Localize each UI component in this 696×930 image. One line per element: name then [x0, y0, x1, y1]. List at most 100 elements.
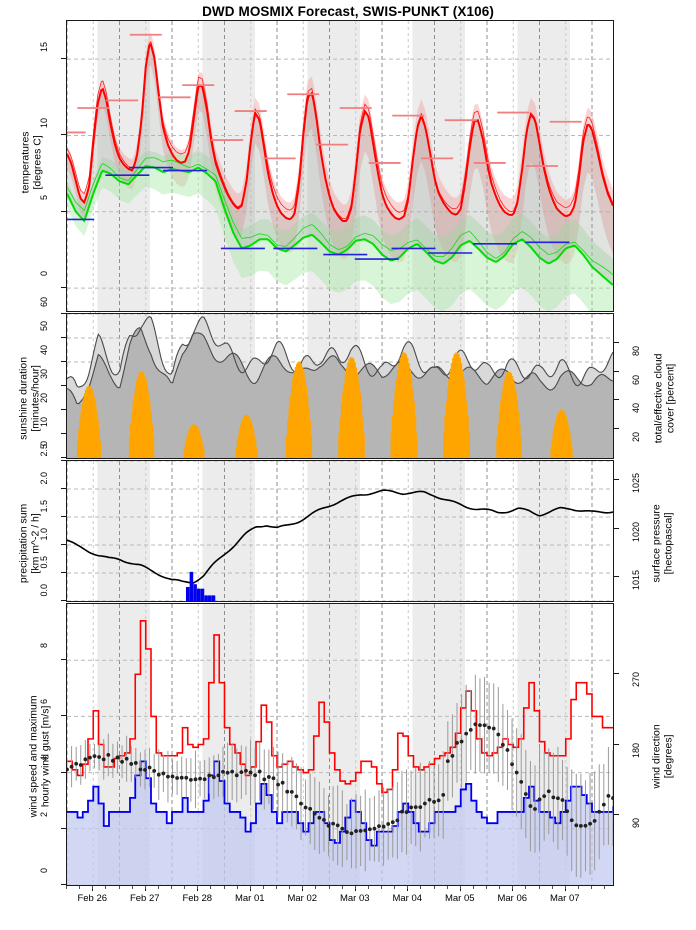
x-axis-minor-tickmark: [420, 886, 422, 889]
axis-tick-label: 0: [39, 868, 49, 874]
axis-tickmark: [614, 479, 619, 481]
x-axis-minor-tickmark: [131, 886, 133, 889]
axis-tick-label: 60: [631, 374, 641, 385]
x-axis-minor-tickmark: [144, 886, 146, 889]
axis-tick-label: 20: [631, 432, 641, 443]
x-axis-minor-tickmark: [66, 886, 67, 889]
axis-tickmark: [61, 771, 66, 773]
panel-precipitation-pressure: [66, 460, 614, 602]
x-axis-minor-tickmark: [341, 886, 343, 889]
x-axis-minor-tickmark: [197, 886, 199, 889]
axis-tickmark: [61, 488, 66, 489]
axis-tickmark: [61, 544, 66, 545]
axis-tick-label: 0.0: [39, 584, 49, 597]
x-axis-minor-tickmark: [512, 886, 514, 889]
axis-tick-label: 5: [39, 194, 49, 200]
x-axis-tick-label: Mar 06: [497, 893, 528, 904]
x-axis-minor-tickmark: [210, 886, 212, 889]
axis-tick-label: 0.5: [39, 556, 49, 569]
axis-tickmark: [61, 884, 66, 885]
x-axis-minor-tickmark: [289, 886, 291, 889]
sunshine-cloud-plot: [67, 314, 613, 458]
axis-tickmark: [614, 575, 619, 577]
axis-tickmark: [61, 600, 66, 601]
x-axis-minor-tickmark: [551, 886, 553, 889]
x-axis-minor-tickmark: [367, 886, 369, 889]
x-axis-minor-tickmark: [236, 886, 238, 889]
precipitation-pressure-plot: [67, 461, 613, 601]
x-axis-minor-tickmark: [302, 886, 304, 889]
axis-tickmark: [61, 516, 66, 517]
cloudcover-ylabel: total/effective cloud cover [percent]: [652, 353, 677, 444]
axis-tickmark: [614, 428, 619, 430]
axis-tick-label: 90: [631, 817, 641, 828]
axis-tick-label: 2.0: [39, 472, 49, 485]
x-axis-minor-tickmark: [381, 886, 382, 889]
axis-tickmark: [61, 457, 66, 458]
panel-wind: [66, 603, 614, 886]
x-axis-minor-tickmark: [105, 886, 107, 889]
x-axis-tick-label: Feb 26: [77, 893, 108, 904]
axis-tickmark: [614, 399, 619, 401]
x-axis-minor-tickmark: [157, 886, 159, 889]
x-axis-minor-tickmark: [315, 886, 317, 889]
axis-tickmark: [614, 341, 619, 343]
x-axis-tick-label: Mar 02: [287, 893, 318, 904]
axis-tick-label: 2: [39, 811, 49, 817]
axis-tick-label: 1015: [631, 569, 641, 590]
axis-tickmark: [61, 385, 66, 386]
x-axis-tick-label: Mar 07: [549, 893, 580, 904]
axis-tick-label: 2.5: [39, 444, 49, 457]
wind-plot: [67, 604, 613, 885]
x-axis-minor-tickmark: [538, 886, 540, 889]
x-axis-minor-tickmark: [262, 886, 264, 889]
x-axis-tick-label: Mar 04: [392, 893, 423, 904]
x-axis-minor-tickmark: [92, 886, 94, 889]
axis-tickmark: [614, 743, 619, 745]
axis-tick-label: 270: [631, 672, 641, 688]
pressure-ylabel: surface pressure [hectopascal]: [650, 504, 675, 583]
x-axis-minor-tickmark: [223, 886, 225, 889]
axis-tickmark: [61, 409, 66, 410]
x-axis-minor-tickmark: [328, 886, 330, 889]
x-axis-minor-tickmark: [472, 886, 474, 889]
panel-temperature: [66, 20, 614, 312]
x-axis-minor-tickmark: [604, 886, 606, 889]
x-axis-tick-label: Feb 27: [129, 893, 160, 904]
x-axis-minor-tickmark: [171, 886, 172, 889]
axis-tickmark: [614, 527, 619, 529]
axis-tick-label: 40: [631, 403, 641, 414]
x-axis-minor-tickmark: [394, 886, 396, 889]
axis-tickmark: [61, 287, 66, 289]
axis-tick-label: 1020: [631, 521, 641, 542]
x-axis-tick-label: Mar 01: [234, 893, 265, 904]
axis-tick-label: 180: [631, 742, 641, 758]
axis-tickmark: [61, 460, 66, 461]
x-axis-minor-tickmark: [118, 886, 120, 889]
axis-tick-label: 80: [631, 345, 641, 356]
temperature-plot: [67, 21, 613, 311]
x-axis-minor-tickmark: [499, 886, 501, 889]
axis-tickmark: [614, 673, 619, 675]
axis-tickmark: [61, 433, 66, 434]
axis-tick-label: 1025: [631, 473, 641, 494]
axis-tick-label: 4: [39, 755, 49, 761]
x-axis-minor-tickmark: [407, 886, 409, 889]
x-axis-minor-tickmark: [276, 886, 277, 889]
x-axis-minor-tickmark: [79, 886, 81, 889]
x-axis-tick-label: Mar 05: [444, 893, 475, 904]
axis-tick-label: 15: [39, 42, 49, 53]
winddirection-ylabel: wind direction [degrees]: [650, 724, 675, 789]
axis-tickmark: [61, 827, 66, 829]
x-axis-minor-tickmark: [249, 886, 251, 889]
x-axis-minor-tickmark: [486, 886, 487, 889]
x-axis-minor-tickmark: [446, 886, 448, 889]
axis-tick-label: 60: [39, 297, 49, 308]
x-axis-minor-tickmark: [354, 886, 356, 889]
axis-tickmark: [61, 313, 66, 314]
axis-tick-label: 1.5: [39, 500, 49, 513]
x-axis-minor-tickmark: [433, 886, 435, 889]
x-axis-minor-tickmark: [459, 886, 461, 889]
axis-tickmark: [61, 361, 66, 362]
x-axis-tick-label: Feb 28: [182, 893, 213, 904]
